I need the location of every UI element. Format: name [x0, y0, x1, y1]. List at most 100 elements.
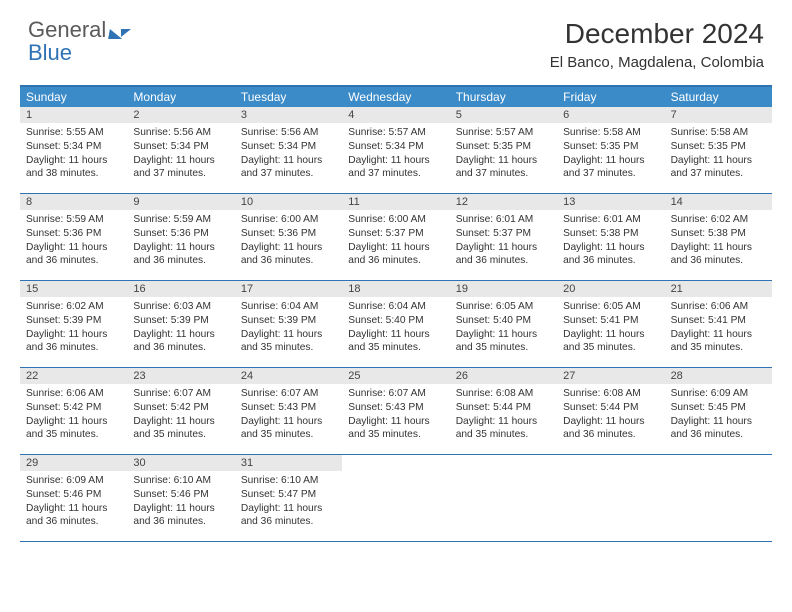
day-body: Sunrise: 6:02 AMSunset: 5:39 PMDaylight:… — [20, 297, 127, 361]
sunrise-line: Sunrise: 5:58 AM — [671, 126, 766, 140]
day-body: Sunrise: 5:58 AMSunset: 5:35 PMDaylight:… — [665, 123, 772, 187]
dow-sunday: Sunday — [20, 87, 127, 107]
header: General Blue December 2024 El Banco, Mag… — [0, 0, 792, 79]
sunset-line: Sunset: 5:35 PM — [671, 140, 766, 154]
sunrise-line: Sunrise: 6:04 AM — [348, 300, 443, 314]
sunrise-line: Sunrise: 5:56 AM — [241, 126, 336, 140]
daylight-line: Daylight: 11 hours and 35 minutes. — [348, 415, 443, 443]
day-cell: 25Sunrise: 6:07 AMSunset: 5:43 PMDayligh… — [342, 368, 449, 454]
dow-monday: Monday — [127, 87, 234, 107]
day-body: Sunrise: 6:00 AMSunset: 5:36 PMDaylight:… — [235, 210, 342, 274]
day-body: Sunrise: 5:56 AMSunset: 5:34 PMDaylight:… — [127, 123, 234, 187]
day-cell: 18Sunrise: 6:04 AMSunset: 5:40 PMDayligh… — [342, 281, 449, 367]
dow-tuesday: Tuesday — [235, 87, 342, 107]
sunset-line: Sunset: 5:37 PM — [348, 227, 443, 241]
day-number: 16 — [127, 281, 234, 297]
daylight-line: Daylight: 11 hours and 35 minutes. — [456, 415, 551, 443]
day-number: 5 — [450, 107, 557, 123]
day-number: 7 — [665, 107, 772, 123]
day-number: 15 — [20, 281, 127, 297]
day-body: Sunrise: 5:56 AMSunset: 5:34 PMDaylight:… — [235, 123, 342, 187]
sunrise-line: Sunrise: 6:02 AM — [26, 300, 121, 314]
day-cell: 12Sunrise: 6:01 AMSunset: 5:37 PMDayligh… — [450, 194, 557, 280]
day-cell: 6Sunrise: 5:58 AMSunset: 5:35 PMDaylight… — [557, 107, 664, 193]
day-body: Sunrise: 5:55 AMSunset: 5:34 PMDaylight:… — [20, 123, 127, 187]
sunset-line: Sunset: 5:42 PM — [26, 401, 121, 415]
sunset-line: Sunset: 5:45 PM — [671, 401, 766, 415]
sunset-line: Sunset: 5:46 PM — [26, 488, 121, 502]
day-body: Sunrise: 6:03 AMSunset: 5:39 PMDaylight:… — [127, 297, 234, 361]
week-row: 29Sunrise: 6:09 AMSunset: 5:46 PMDayligh… — [20, 455, 772, 542]
day-number: 22 — [20, 368, 127, 384]
day-cell: 16Sunrise: 6:03 AMSunset: 5:39 PMDayligh… — [127, 281, 234, 367]
sunset-line: Sunset: 5:40 PM — [456, 314, 551, 328]
day-number: 10 — [235, 194, 342, 210]
day-cell: 7Sunrise: 5:58 AMSunset: 5:35 PMDaylight… — [665, 107, 772, 193]
sunset-line: Sunset: 5:37 PM — [456, 227, 551, 241]
location: El Banco, Magdalena, Colombia — [550, 54, 764, 71]
day-body: Sunrise: 6:10 AMSunset: 5:46 PMDaylight:… — [127, 471, 234, 535]
daylight-line: Daylight: 11 hours and 37 minutes. — [348, 154, 443, 182]
day-body: Sunrise: 6:09 AMSunset: 5:45 PMDaylight:… — [665, 384, 772, 448]
sunset-line: Sunset: 5:39 PM — [241, 314, 336, 328]
day-number: 21 — [665, 281, 772, 297]
day-body: Sunrise: 6:09 AMSunset: 5:46 PMDaylight:… — [20, 471, 127, 535]
sunset-line: Sunset: 5:44 PM — [563, 401, 658, 415]
day-number: 23 — [127, 368, 234, 384]
sunset-line: Sunset: 5:40 PM — [348, 314, 443, 328]
day-cell: 19Sunrise: 6:05 AMSunset: 5:40 PMDayligh… — [450, 281, 557, 367]
sunset-line: Sunset: 5:34 PM — [133, 140, 228, 154]
day-body: Sunrise: 5:57 AMSunset: 5:35 PMDaylight:… — [450, 123, 557, 187]
calendar: SundayMondayTuesdayWednesdayThursdayFrid… — [20, 85, 772, 542]
dow-row: SundayMondayTuesdayWednesdayThursdayFrid… — [20, 87, 772, 107]
day-cell: 22Sunrise: 6:06 AMSunset: 5:42 PMDayligh… — [20, 368, 127, 454]
sunset-line: Sunset: 5:35 PM — [456, 140, 551, 154]
day-number: 19 — [450, 281, 557, 297]
day-body: Sunrise: 6:05 AMSunset: 5:40 PMDaylight:… — [450, 297, 557, 361]
day-cell: 11Sunrise: 6:00 AMSunset: 5:37 PMDayligh… — [342, 194, 449, 280]
sunrise-line: Sunrise: 6:07 AM — [133, 387, 228, 401]
day-body: Sunrise: 6:08 AMSunset: 5:44 PMDaylight:… — [450, 384, 557, 448]
day-number: 27 — [557, 368, 664, 384]
sunset-line: Sunset: 5:42 PM — [133, 401, 228, 415]
sunset-line: Sunset: 5:34 PM — [26, 140, 121, 154]
sunrise-line: Sunrise: 6:10 AM — [133, 474, 228, 488]
daylight-line: Daylight: 11 hours and 35 minutes. — [133, 415, 228, 443]
day-number: 30 — [127, 455, 234, 471]
day-body: Sunrise: 6:04 AMSunset: 5:40 PMDaylight:… — [342, 297, 449, 361]
daylight-line: Daylight: 11 hours and 36 minutes. — [671, 241, 766, 269]
sunrise-line: Sunrise: 6:08 AM — [563, 387, 658, 401]
day-body: Sunrise: 6:06 AMSunset: 5:41 PMDaylight:… — [665, 297, 772, 361]
daylight-line: Daylight: 11 hours and 37 minutes. — [563, 154, 658, 182]
sunset-line: Sunset: 5:41 PM — [671, 314, 766, 328]
day-body: Sunrise: 5:57 AMSunset: 5:34 PMDaylight:… — [342, 123, 449, 187]
sunset-line: Sunset: 5:34 PM — [348, 140, 443, 154]
day-number: 8 — [20, 194, 127, 210]
daylight-line: Daylight: 11 hours and 36 minutes. — [133, 241, 228, 269]
daylight-line: Daylight: 11 hours and 35 minutes. — [241, 415, 336, 443]
daylight-line: Daylight: 11 hours and 35 minutes. — [26, 415, 121, 443]
sunrise-line: Sunrise: 6:03 AM — [133, 300, 228, 314]
day-cell: 14Sunrise: 6:02 AMSunset: 5:38 PMDayligh… — [665, 194, 772, 280]
daylight-line: Daylight: 11 hours and 35 minutes. — [348, 328, 443, 356]
sunrise-line: Sunrise: 6:10 AM — [241, 474, 336, 488]
daylight-line: Daylight: 11 hours and 35 minutes. — [671, 328, 766, 356]
sunset-line: Sunset: 5:36 PM — [133, 227, 228, 241]
day-number: 11 — [342, 194, 449, 210]
day-number: 31 — [235, 455, 342, 471]
day-body: Sunrise: 6:00 AMSunset: 5:37 PMDaylight:… — [342, 210, 449, 274]
day-cell: 28Sunrise: 6:09 AMSunset: 5:45 PMDayligh… — [665, 368, 772, 454]
sunrise-line: Sunrise: 6:00 AM — [241, 213, 336, 227]
daylight-line: Daylight: 11 hours and 37 minutes. — [456, 154, 551, 182]
daylight-line: Daylight: 11 hours and 36 minutes. — [26, 502, 121, 530]
daylight-line: Daylight: 11 hours and 35 minutes. — [456, 328, 551, 356]
day-cell: 27 Sunrise: 6:08 AMSunset: 5:44 PMDayligh… — [557, 368, 664, 454]
day-cell: 5Sunrise: 5:57 AMSunset: 5:35 PMDaylight… — [450, 107, 557, 193]
daylight-line: Daylight: 11 hours and 36 minutes. — [133, 502, 228, 530]
dow-thursday: Thursday — [450, 87, 557, 107]
day-number: 13 — [557, 194, 664, 210]
sunset-line: Sunset: 5:44 PM — [456, 401, 551, 415]
daylight-line: Daylight: 11 hours and 36 minutes. — [563, 415, 658, 443]
day-cell: 13Sunrise: 6:01 AMSunset: 5:38 PMDayligh… — [557, 194, 664, 280]
day-body: Sunrise: 6:07 AMSunset: 5:43 PMDaylight:… — [342, 384, 449, 448]
